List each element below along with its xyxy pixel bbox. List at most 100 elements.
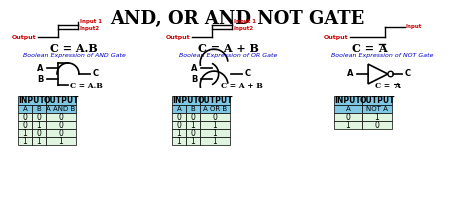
FancyBboxPatch shape — [18, 137, 32, 145]
FancyBboxPatch shape — [32, 137, 46, 145]
Text: Input 1: Input 1 — [234, 20, 256, 24]
Text: 1: 1 — [213, 129, 218, 137]
Text: 1: 1 — [59, 137, 64, 145]
FancyBboxPatch shape — [46, 113, 76, 121]
Text: OUTPUT: OUTPUT — [197, 96, 233, 105]
Text: 0: 0 — [176, 121, 182, 129]
FancyBboxPatch shape — [186, 105, 200, 113]
FancyBboxPatch shape — [200, 137, 230, 145]
FancyBboxPatch shape — [362, 113, 392, 121]
Text: 0: 0 — [59, 129, 64, 137]
FancyBboxPatch shape — [334, 96, 362, 105]
Text: INPUT: INPUT — [18, 96, 46, 105]
FancyBboxPatch shape — [362, 105, 392, 113]
FancyBboxPatch shape — [18, 121, 32, 129]
Text: Input: Input — [406, 24, 422, 30]
Text: Boolean Expression of AND Gate: Boolean Expression of AND Gate — [23, 52, 126, 57]
FancyBboxPatch shape — [200, 96, 230, 105]
Text: 0: 0 — [23, 121, 27, 129]
FancyBboxPatch shape — [46, 96, 76, 105]
FancyBboxPatch shape — [172, 96, 200, 105]
Text: A: A — [37, 64, 44, 73]
Text: 0: 0 — [59, 113, 64, 121]
Text: 1: 1 — [23, 129, 27, 137]
FancyBboxPatch shape — [186, 129, 200, 137]
Text: C: C — [244, 69, 250, 79]
FancyBboxPatch shape — [186, 121, 200, 129]
Text: A AND B: A AND B — [46, 106, 76, 112]
Text: 1: 1 — [213, 137, 218, 145]
FancyBboxPatch shape — [200, 113, 230, 121]
Text: Output: Output — [323, 34, 348, 40]
Text: A: A — [346, 106, 350, 112]
Text: 0: 0 — [176, 113, 182, 121]
FancyBboxPatch shape — [186, 137, 200, 145]
Text: 0: 0 — [346, 113, 350, 121]
Text: B: B — [36, 106, 41, 112]
Text: C =: C = — [352, 42, 378, 54]
Text: C = A.B: C = A.B — [70, 82, 102, 90]
Text: A OR B: A OR B — [203, 106, 227, 112]
Text: Input2: Input2 — [80, 26, 100, 32]
Text: 1: 1 — [36, 121, 41, 129]
FancyBboxPatch shape — [32, 105, 46, 113]
Text: 0: 0 — [374, 121, 380, 129]
FancyBboxPatch shape — [186, 113, 200, 121]
FancyBboxPatch shape — [32, 113, 46, 121]
FancyBboxPatch shape — [18, 96, 46, 105]
Text: C: C — [92, 69, 98, 79]
FancyBboxPatch shape — [46, 129, 76, 137]
Text: A: A — [177, 106, 182, 112]
FancyBboxPatch shape — [362, 121, 392, 129]
Text: 1: 1 — [191, 137, 195, 145]
Text: OUTPUT: OUTPUT — [359, 96, 395, 105]
Text: C = A.B: C = A.B — [50, 42, 98, 54]
Text: Input 1: Input 1 — [80, 20, 102, 24]
Text: 0: 0 — [36, 113, 41, 121]
Text: Output: Output — [165, 34, 190, 40]
Text: 1: 1 — [374, 113, 379, 121]
Text: B: B — [37, 75, 44, 84]
FancyBboxPatch shape — [18, 129, 32, 137]
Text: 1: 1 — [191, 121, 195, 129]
Text: 1: 1 — [213, 121, 218, 129]
Text: C = A + B: C = A + B — [221, 82, 263, 90]
Text: Boolean Expression of OR Gate: Boolean Expression of OR Gate — [179, 52, 277, 57]
FancyBboxPatch shape — [46, 105, 76, 113]
FancyBboxPatch shape — [172, 137, 186, 145]
FancyBboxPatch shape — [18, 105, 32, 113]
Text: C = A + B: C = A + B — [198, 42, 258, 54]
Text: NOT A: NOT A — [366, 106, 388, 112]
Text: 1: 1 — [36, 137, 41, 145]
FancyBboxPatch shape — [32, 121, 46, 129]
Text: INPUT: INPUT — [335, 96, 361, 105]
Text: 0: 0 — [59, 121, 64, 129]
FancyBboxPatch shape — [200, 105, 230, 113]
Text: 1: 1 — [177, 137, 182, 145]
Text: Input2: Input2 — [234, 26, 254, 32]
FancyBboxPatch shape — [172, 105, 186, 113]
Text: AND, OR AND NOT GATE: AND, OR AND NOT GATE — [110, 10, 364, 28]
FancyBboxPatch shape — [46, 121, 76, 129]
Text: A: A — [378, 42, 386, 54]
Text: 1: 1 — [177, 129, 182, 137]
FancyBboxPatch shape — [172, 121, 186, 129]
FancyBboxPatch shape — [18, 113, 32, 121]
Text: INPUT: INPUT — [173, 96, 200, 105]
Text: 0: 0 — [36, 129, 41, 137]
Text: OUTPUT: OUTPUT — [43, 96, 79, 105]
Text: C: C — [404, 69, 410, 79]
Text: Output: Output — [11, 34, 36, 40]
Text: 1: 1 — [346, 121, 350, 129]
FancyBboxPatch shape — [172, 129, 186, 137]
FancyBboxPatch shape — [200, 129, 230, 137]
FancyBboxPatch shape — [362, 96, 392, 105]
Text: A: A — [394, 82, 400, 90]
FancyBboxPatch shape — [334, 121, 362, 129]
Text: 0: 0 — [191, 113, 195, 121]
Text: B: B — [191, 75, 198, 84]
FancyBboxPatch shape — [334, 113, 362, 121]
Text: C =: C = — [375, 82, 393, 90]
Text: 0: 0 — [23, 113, 27, 121]
Text: A: A — [347, 69, 354, 79]
